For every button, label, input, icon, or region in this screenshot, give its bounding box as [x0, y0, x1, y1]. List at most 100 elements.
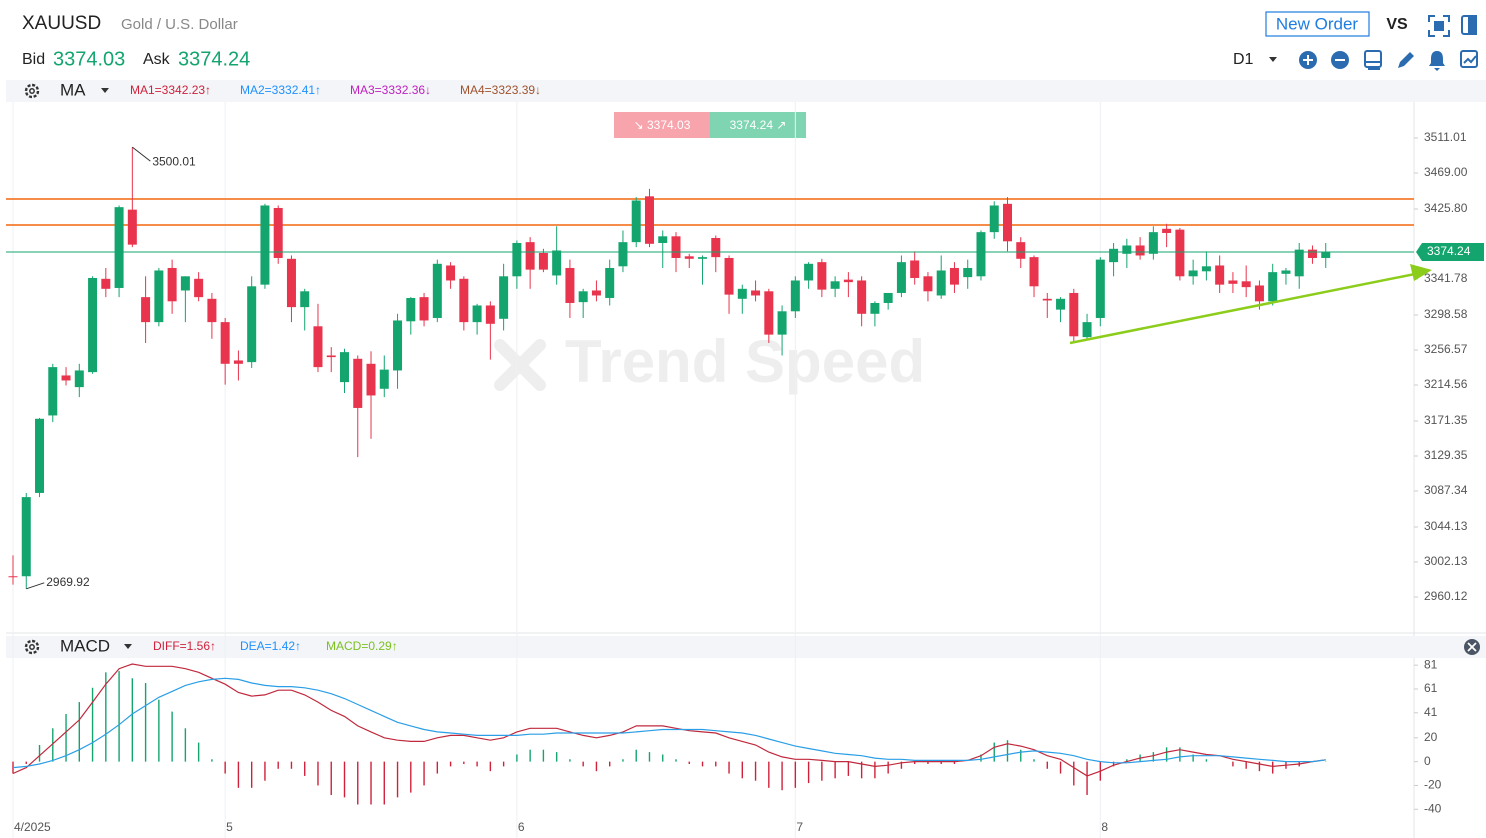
layout-icon[interactable] [1364, 50, 1382, 70]
candle-body [644, 196, 654, 244]
candle-body [830, 281, 840, 289]
candle-body [1122, 245, 1132, 254]
indicator-toolbar [6, 80, 1486, 102]
macd-dropdown[interactable] [124, 644, 132, 649]
candle-body [1016, 242, 1026, 259]
last-price-label: 3374.24 [1427, 244, 1471, 258]
panel-icon[interactable] [1461, 15, 1477, 35]
indicator-dropdown[interactable] [101, 88, 109, 93]
high-leader [132, 146, 151, 162]
candle-body [711, 237, 721, 258]
candle-body [910, 260, 920, 278]
candle-body [446, 265, 456, 281]
candle-body [1294, 249, 1304, 277]
x-tick-label: 4/2025 [14, 820, 51, 834]
y-tick-label: 3469.00 [1424, 165, 1468, 179]
candle-body [167, 267, 177, 302]
candle-body [180, 276, 190, 291]
bid-label: Bid [22, 51, 45, 68]
vs-button[interactable]: VS [1386, 16, 1408, 33]
candle-body [379, 369, 389, 389]
y-tick-label: 3256.57 [1424, 342, 1468, 356]
candle-body [963, 267, 973, 278]
symbol: XAUUSD [22, 13, 101, 34]
y-tick-label: 3129.35 [1424, 448, 1468, 462]
settings-icon[interactable] [24, 83, 40, 99]
candle-body [1215, 265, 1225, 285]
candle-body [127, 209, 137, 245]
ask-label: Ask [143, 51, 171, 68]
candle-body [591, 290, 601, 296]
candle-body [21, 497, 31, 577]
candle-body [1029, 257, 1039, 287]
candle-body [1188, 270, 1198, 277]
candle-body [525, 242, 535, 270]
ask-tag [710, 112, 806, 138]
candle-body [777, 311, 787, 335]
macd-y-tick-label: -40 [1424, 801, 1442, 815]
macd-y-tick-label: 0 [1424, 754, 1431, 768]
chart-type-icon[interactable] [1460, 50, 1478, 68]
candle-body [896, 262, 906, 293]
candle-body [1241, 281, 1251, 288]
candle-body [578, 291, 588, 303]
candle-body [618, 242, 628, 267]
candle-body [406, 297, 416, 322]
candle-body [804, 263, 814, 281]
candle-body [300, 291, 310, 308]
candle-body [605, 267, 615, 298]
candle-body [1148, 232, 1158, 254]
candle-body [552, 250, 562, 276]
macd-y-tick-label: 61 [1424, 681, 1438, 695]
high-label: 3500.01 [152, 154, 196, 168]
y-tick-label: 3511.01 [1424, 130, 1467, 144]
candle-body [393, 320, 403, 371]
timeframe-dropdown[interactable] [1269, 57, 1277, 62]
candle-body [1095, 259, 1105, 318]
candle-body [472, 305, 482, 323]
candle-body [326, 355, 336, 358]
candle-body [870, 302, 880, 314]
zoom-in-icon[interactable] [1299, 51, 1317, 69]
candle-body [1201, 266, 1211, 272]
candle-body [1321, 251, 1331, 258]
candle-body [658, 236, 668, 243]
candle-body [724, 257, 734, 295]
zoom-out-icon[interactable] [1331, 51, 1349, 69]
candle-body [485, 305, 495, 324]
candle-body [1069, 292, 1079, 337]
candle-body [35, 418, 45, 493]
indicator-name[interactable]: MA [60, 80, 86, 99]
timeframe[interactable]: D1 [1233, 51, 1254, 68]
y-tick-label: 3214.56 [1424, 377, 1468, 391]
y-tick-label: 3002.13 [1424, 554, 1468, 568]
macd-name[interactable]: MACD [60, 636, 110, 655]
candle-body [1109, 248, 1119, 263]
legend-entry: MACD=0.29↑ [326, 639, 398, 653]
candle-body [1042, 298, 1052, 301]
candle-body [154, 270, 164, 323]
candle-body [1056, 298, 1066, 310]
candle-body [989, 205, 999, 233]
candle-body [976, 232, 986, 277]
candle-body [817, 262, 827, 290]
candle-body [1228, 280, 1238, 284]
candle-body [207, 298, 217, 323]
new-order-label[interactable]: New Order [1276, 14, 1359, 33]
alert-icon[interactable] [1429, 51, 1445, 71]
candle-body [141, 297, 151, 323]
close-macd[interactable] [1464, 639, 1480, 655]
legend-entry: MA1=3342.23↑ [130, 83, 211, 97]
new-order-button[interactable] [1265, 11, 1370, 37]
candle-body [1162, 228, 1172, 233]
candle-body [101, 278, 111, 289]
fullscreen-icon[interactable] [1428, 15, 1450, 37]
ask-price: 3374.24 [178, 48, 250, 70]
bid-tag [614, 112, 710, 138]
draw-icon[interactable] [1398, 52, 1414, 68]
macd-settings-icon[interactable] [24, 639, 40, 655]
candle-body [1254, 285, 1264, 302]
x-tick-label: 8 [1101, 820, 1108, 834]
